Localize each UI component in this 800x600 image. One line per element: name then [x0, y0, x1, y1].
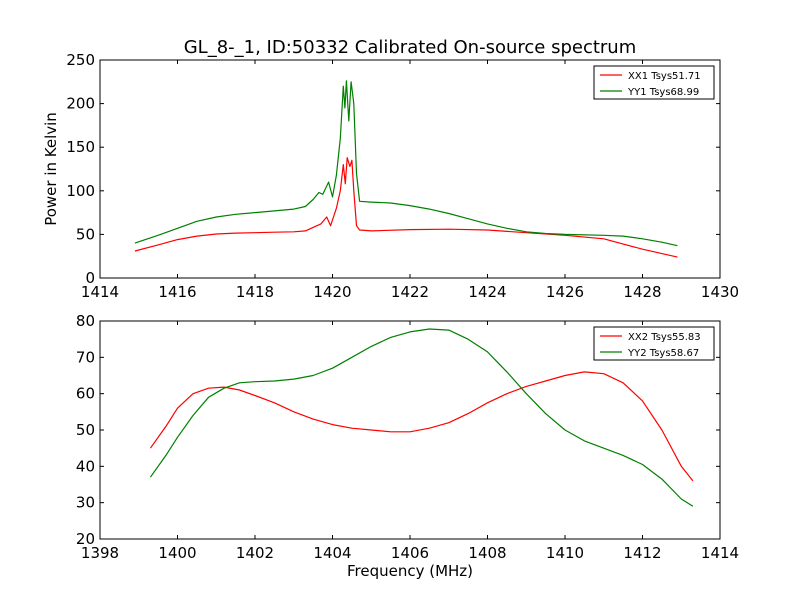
legend-label-1: XX2 Tsys55.83	[628, 332, 701, 343]
y-tick-label: 250	[66, 51, 95, 69]
x-tick-label: 1430	[701, 283, 739, 301]
chart-title: GL_8-_1, ID:50332 Calibrated On-source s…	[184, 37, 637, 58]
x-tick-label: 1398	[81, 544, 119, 562]
series-line-2	[149, 328, 694, 507]
x-tick-label: 1414	[81, 283, 119, 301]
x-tick-label: 1420	[313, 283, 351, 301]
legend-label-1: XX1 Tsys51.71	[628, 71, 701, 82]
y-tick-label: 30	[76, 494, 95, 512]
x-tick-label: 1422	[391, 283, 429, 301]
x-tick-label: 1428	[623, 283, 661, 301]
legend-box	[593, 326, 715, 361]
x-tick-label: 1404	[313, 544, 351, 562]
y-tick-label: 70	[76, 348, 95, 366]
y-tick-label: 60	[76, 385, 95, 403]
series-line-1	[134, 157, 678, 258]
x-tick-label: 1412	[623, 544, 661, 562]
y-tick-label: 40	[76, 457, 95, 475]
y-tick-label: 100	[66, 182, 95, 200]
bottom-spectrum-panel: 1398 1400 1402 1404 1406 1408 1410 1412 1414 20 30…	[76, 312, 739, 580]
x-axis-label: Frequency (MHz)	[347, 562, 473, 580]
y-tick-label: 80	[76, 312, 95, 330]
legend-box	[593, 65, 715, 100]
y-tick-label: 150	[66, 138, 95, 156]
x-tick-label: 1400	[158, 544, 196, 562]
y-tick-label: 20	[76, 530, 95, 548]
x-tick-label: 1406	[391, 544, 429, 562]
x-tick-label: 1426	[546, 283, 584, 301]
x-tick-label: 1416	[158, 283, 196, 301]
y-tick-label: 50	[76, 421, 95, 439]
y-tick-label: 50	[76, 225, 95, 243]
y-tick-label: 0	[85, 269, 95, 287]
x-tick-label: 1414	[701, 544, 739, 562]
x-tick-label: 1408	[468, 544, 506, 562]
x-tick-label: 1402	[236, 544, 274, 562]
legend-label-2: YY1 Tsys68.99	[627, 87, 699, 98]
y-axis-label: Power in Kelvin	[42, 112, 60, 226]
series-line-2	[134, 80, 678, 247]
legend-label-2: YY2 Tsys58.67	[627, 348, 699, 359]
x-tick-label: 1418	[236, 283, 274, 301]
x-tick-label: 1424	[468, 283, 506, 301]
y-tick-label: 200	[66, 95, 95, 113]
series-line-1	[149, 371, 694, 482]
top-spectrum-panel: 1414 1416 1418 1420 1422 1424 1426 1428 1430 0 50 1…	[42, 51, 739, 301]
x-tick-label: 1410	[546, 544, 584, 562]
